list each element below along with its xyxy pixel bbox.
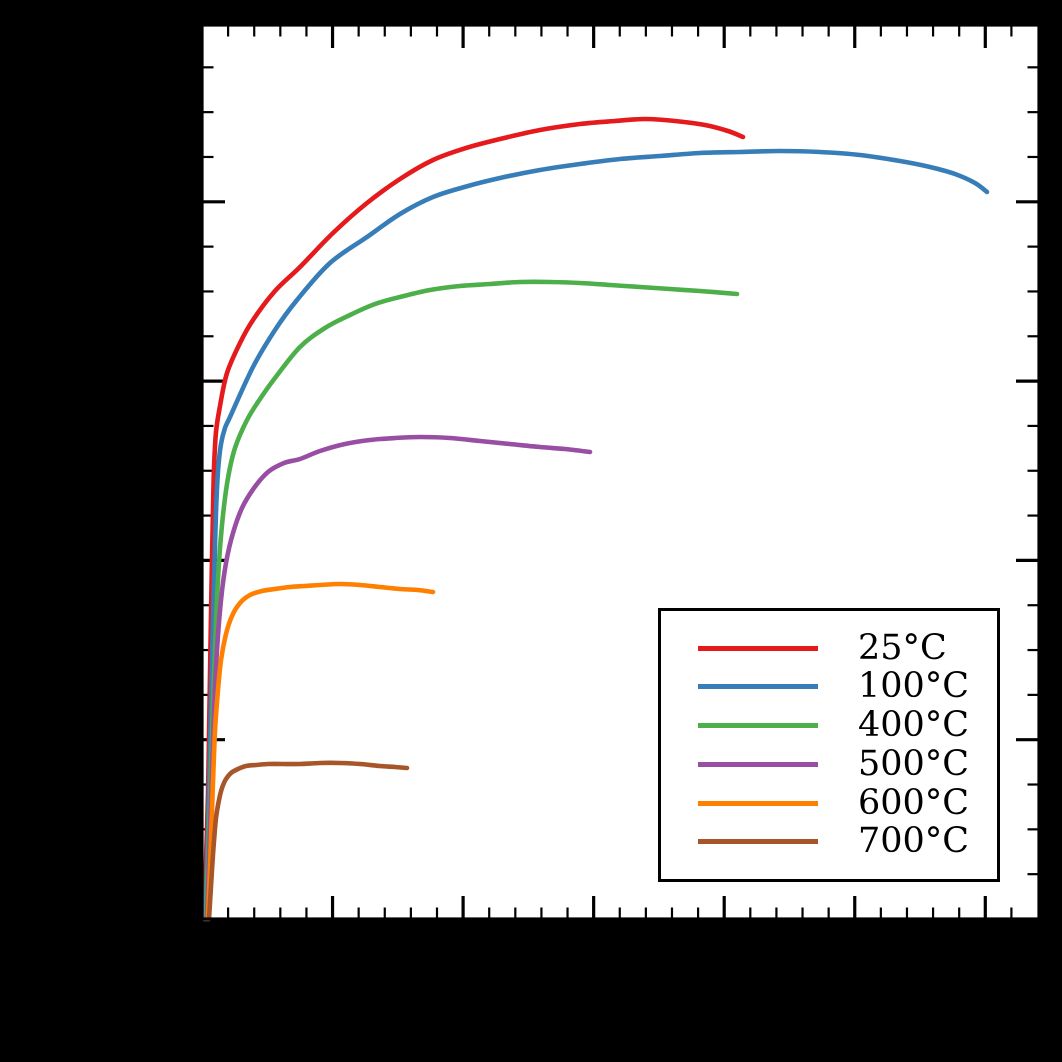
curve-500c [204, 434, 593, 922]
legend-label: 400°C [858, 705, 970, 746]
legend-line-swatch [698, 684, 818, 690]
axis-ticks [202, 25, 1039, 919]
legend-row-500c: 500°C [661, 745, 997, 784]
legend-row-700c: 700°C [661, 823, 997, 862]
legend-label: 25°C [858, 627, 947, 668]
legend-line-swatch [698, 645, 818, 651]
legend-label: 700°C [858, 821, 970, 862]
legend-line-swatch [698, 723, 818, 729]
legend-line-swatch [698, 761, 818, 767]
legend-label: 100°C [858, 666, 970, 707]
curve-100c [202, 148, 990, 922]
legend-label: 500°C [858, 743, 970, 784]
curve-600c [205, 581, 436, 922]
legend-label: 600°C [858, 782, 970, 823]
plot-frame [200, 23, 1041, 921]
legend-row-25c: 25°C [661, 629, 997, 668]
curves [201, 116, 990, 922]
legend-row-100c: 100°C [661, 667, 997, 706]
legend-line-swatch [698, 800, 818, 806]
legend-row-400c: 400°C [661, 706, 997, 745]
legend-line-swatch [698, 839, 818, 845]
curve-400c [203, 279, 740, 922]
legend: 25°C 100°C 400°C 500°C 600°C 700°C [658, 608, 1000, 882]
legend-row-600c: 600°C [661, 784, 997, 823]
curve-700c [206, 760, 410, 922]
